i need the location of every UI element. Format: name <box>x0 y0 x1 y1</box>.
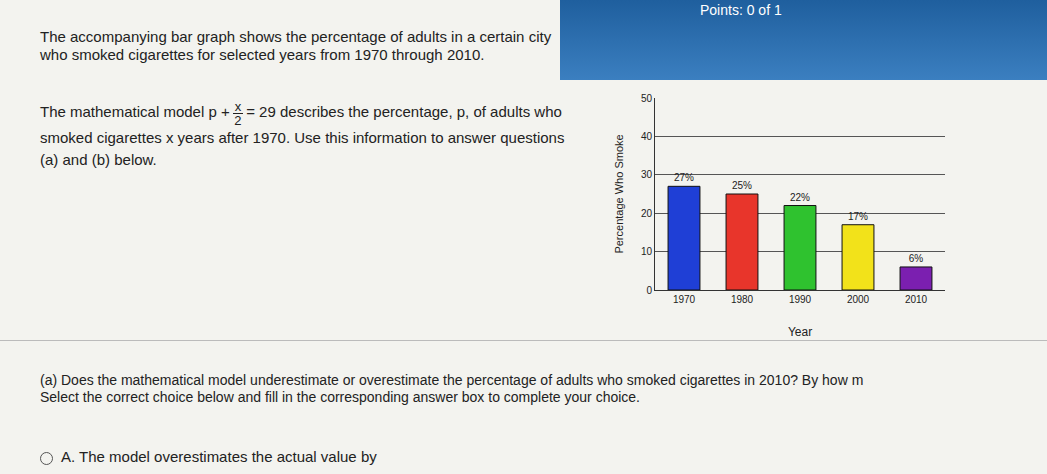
svg-text:0: 0 <box>646 285 652 296</box>
svg-text:Year: Year <box>788 325 812 339</box>
svg-text:50: 50 <box>641 93 653 104</box>
html-text:(a) Does the mathematical mode: (a) Does the mathematical model underest… <box>40 372 864 388</box>
svg-text:1990: 1990 <box>789 294 812 305</box>
svg-text:30: 30 <box>641 169 653 180</box>
svg-text:1980: 1980 <box>731 294 754 305</box>
svg-text:27%: 27% <box>674 172 694 183</box>
svg-text:17%: 17% <box>848 211 868 222</box>
html-text:A. The model overestimates the: A. The model overestimates the actual va… <box>61 448 377 465</box>
html-text:The mathematical model p + x: The mathematical model p + x <box>40 99 242 121</box>
svg-text:Percentage Who Smoke: Percentage Who Smoke <box>613 134 625 253</box>
svg-text:20: 20 <box>641 208 653 219</box>
svg-text:40: 40 <box>641 131 653 142</box>
html-text:2 = 29 describes the percentag: 2 = 29 describes the percentage, p, of a… <box>40 103 565 168</box>
svg-text:2000: 2000 <box>847 294 870 305</box>
svg-text:1970: 1970 <box>673 294 696 305</box>
svg-text:25%: 25% <box>732 180 752 191</box>
html-text:Points: 0 of 1: Points: 0 of 1 <box>700 2 782 18</box>
svg-text:10: 10 <box>641 246 653 257</box>
svg-text:22%: 22% <box>790 192 810 203</box>
html-text:Select the correct choice belo: Select the correct choice below and fill… <box>40 389 640 405</box>
svg-text:6%: 6% <box>909 253 924 264</box>
html-text:The accompanying bar graph sho: The accompanying bar graph shows the per… <box>40 28 552 63</box>
svg-text:2010: 2010 <box>905 294 928 305</box>
